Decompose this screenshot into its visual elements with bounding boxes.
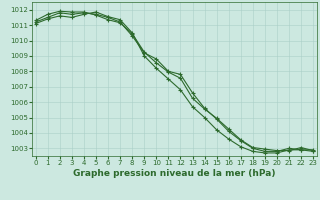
X-axis label: Graphe pression niveau de la mer (hPa): Graphe pression niveau de la mer (hPa) bbox=[73, 169, 276, 178]
